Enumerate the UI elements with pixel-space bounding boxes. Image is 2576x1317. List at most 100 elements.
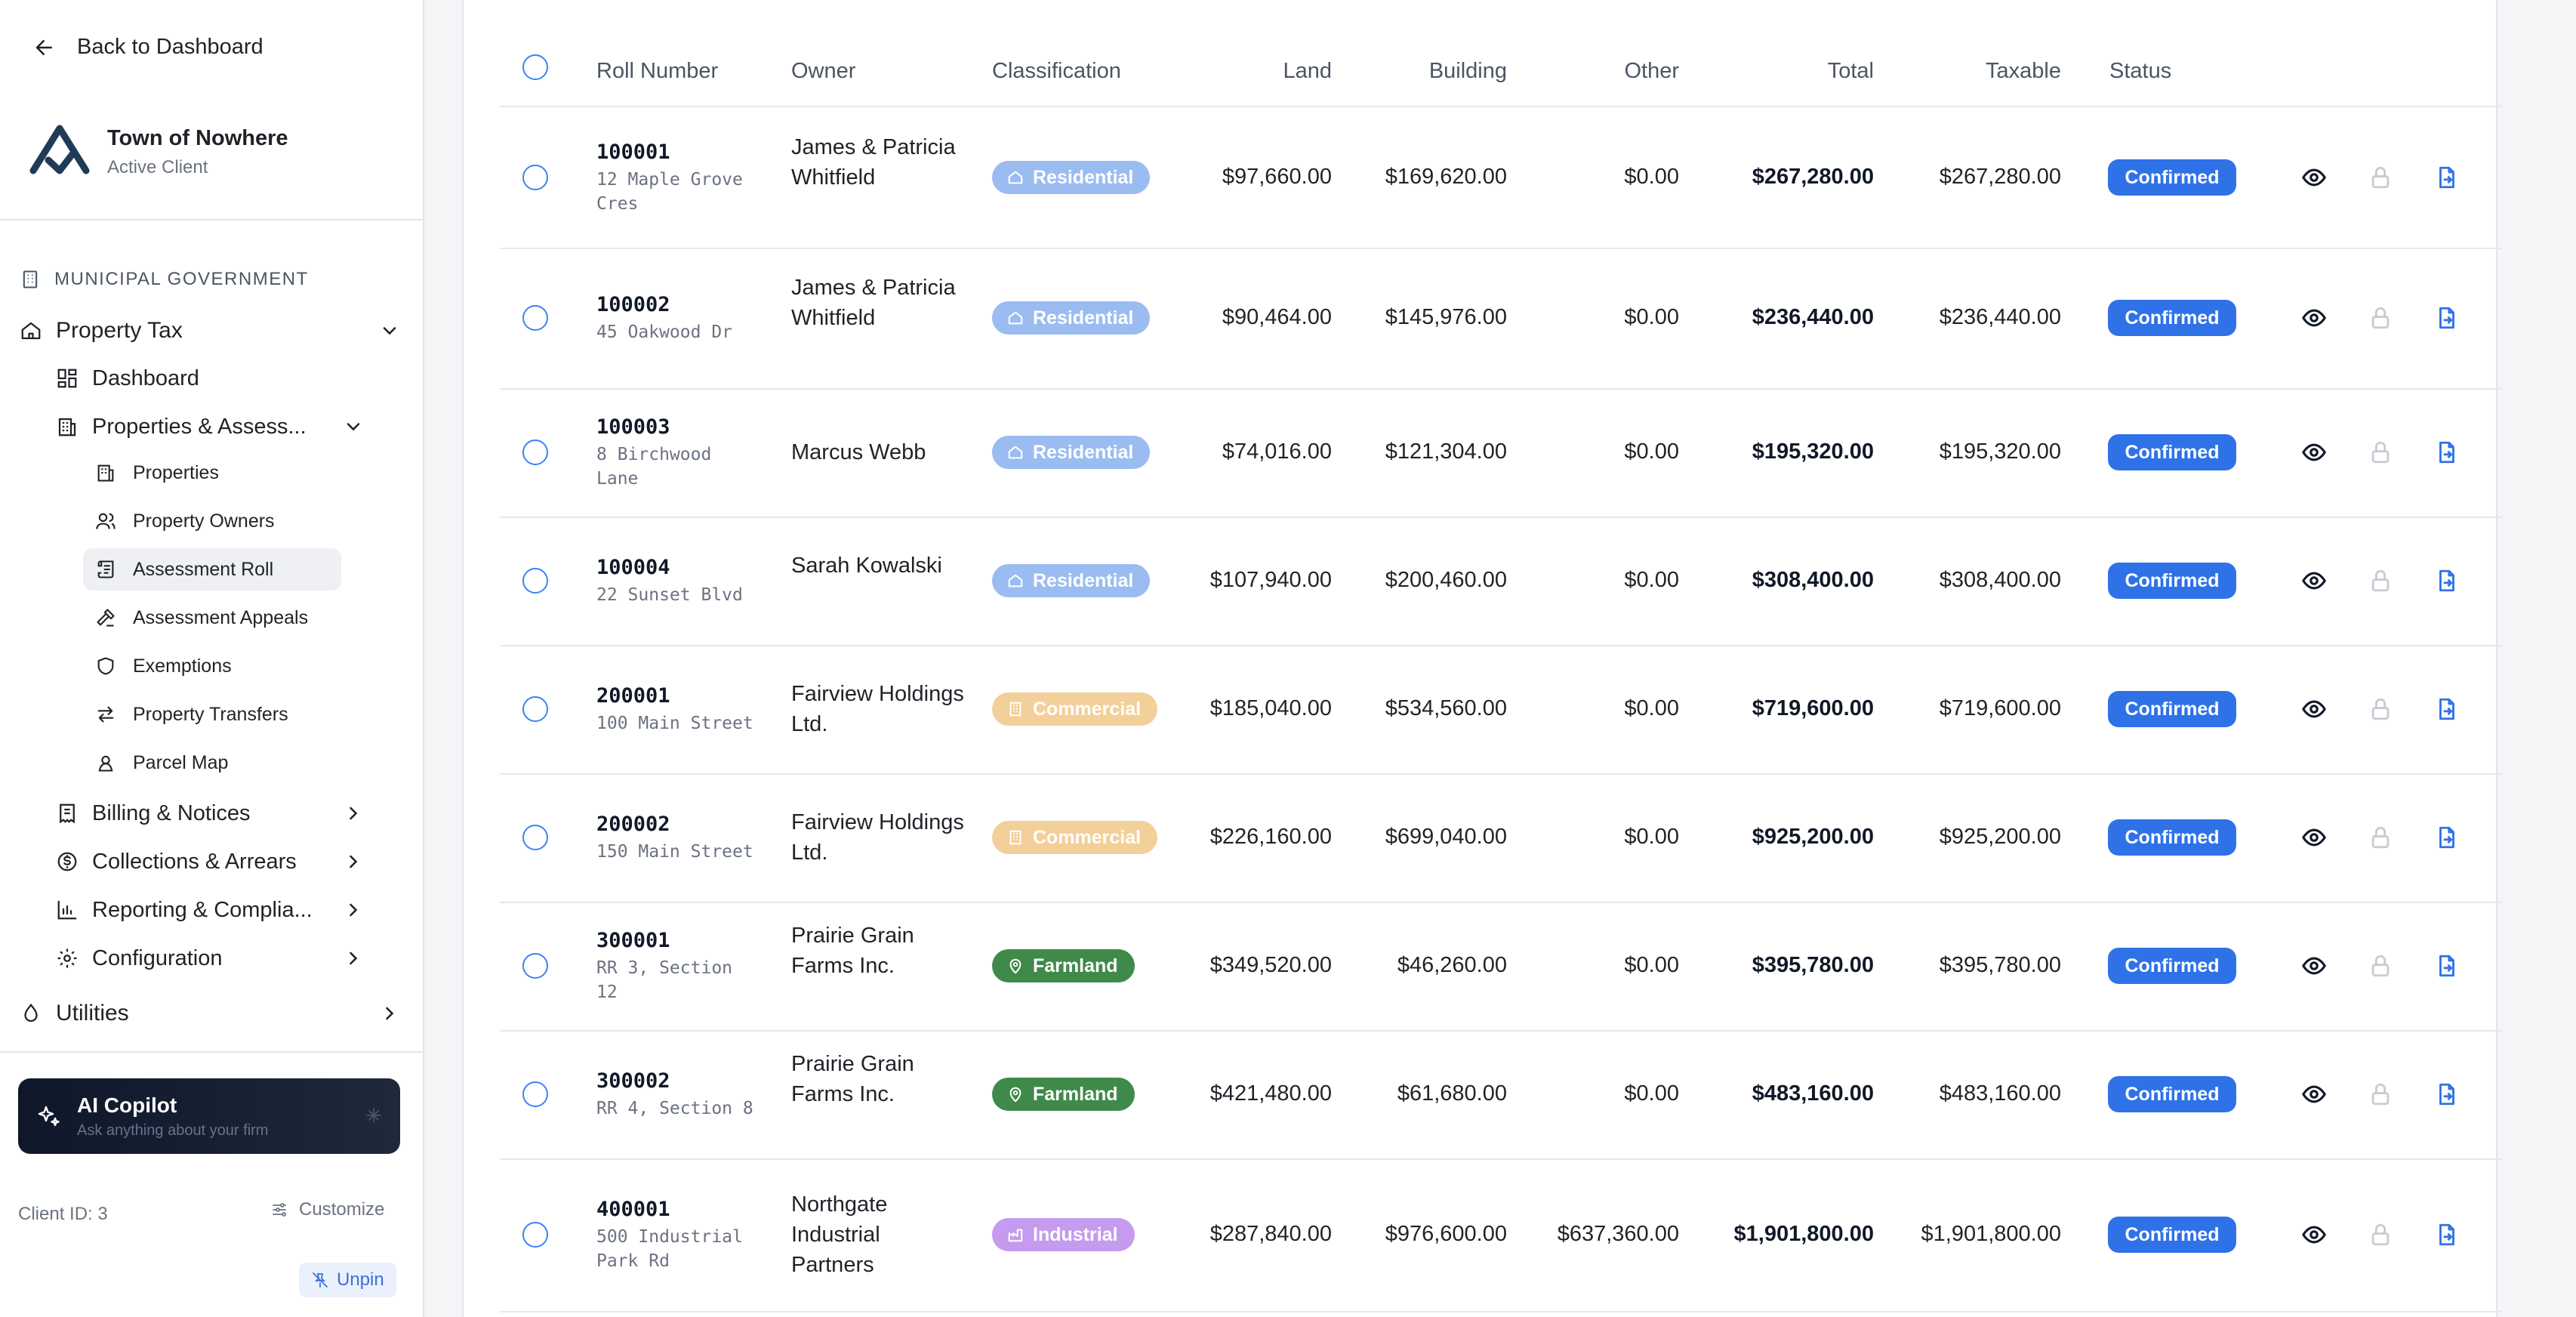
nav-collections-arrears[interactable]: Collections & Arrears [56,841,364,882]
building-value: $145,976.00 [1385,305,1507,329]
view-button[interactable] [2301,825,2327,850]
row-select-radio[interactable] [522,696,548,722]
nav-assessment-roll[interactable]: Assessment Roll [83,548,341,591]
col-status[interactable]: Status [2109,59,2172,83]
nav-parcel-map[interactable]: Parcel Map [83,742,341,784]
status-badge: Confirmed [2108,563,2236,599]
col-building[interactable]: Building [1428,59,1507,83]
lock-button[interactable] [2368,825,2393,850]
lock-button[interactable] [2368,165,2393,190]
row-select-radio[interactable] [522,1222,548,1248]
row-select-radio[interactable] [522,305,548,331]
col-other[interactable]: Other [1624,59,1679,83]
nav-billing-notices[interactable]: Billing & Notices [56,793,364,834]
row-divider [500,773,2502,775]
client-brand: Town of Nowhere Active Client [27,118,288,187]
lock-button[interactable] [2368,440,2393,465]
file-export-icon [2439,1223,2454,1246]
row-select-radio[interactable] [522,1081,548,1107]
view-button[interactable] [2301,1222,2327,1248]
col-owner[interactable]: Owner [791,59,856,83]
row-select-radio[interactable] [522,568,548,594]
lock-button[interactable] [2368,305,2393,331]
view-button[interactable] [2301,568,2327,594]
lock-button[interactable] [2368,696,2393,722]
view-button[interactable] [2301,696,2327,722]
export-button[interactable] [2434,568,2460,594]
col-land[interactable]: Land [1283,59,1332,83]
roll-number[interactable]: 400001 [596,1198,670,1221]
nav-properties[interactable]: Properties [83,452,341,494]
classification-badge: Residential [992,564,1151,597]
col-total[interactable]: Total [1827,59,1874,83]
other-value: $0.00 [1624,1081,1679,1106]
view-button[interactable] [2301,305,2327,331]
roll-number[interactable]: 100003 [596,415,670,439]
eye-icon [2302,700,2326,718]
building-value: $534,560.00 [1385,696,1507,720]
export-button[interactable] [2434,165,2460,190]
eye-icon [2302,443,2326,461]
col-classification[interactable]: Classification [992,59,1121,83]
dashboard-icon [57,369,77,388]
land-value: $90,464.00 [1222,305,1332,329]
classification-badge: Farmland [992,1078,1135,1111]
map-pin-icon [1009,958,1021,974]
select-all-radio[interactable] [522,54,548,80]
row-select-radio[interactable] [522,825,548,850]
export-button[interactable] [2434,1081,2460,1107]
nav-reporting-compliance[interactable]: Reporting & Complia... [56,890,364,930]
sliders-icon [273,1203,286,1217]
unpin-button[interactable]: Unpin [299,1263,396,1297]
roll-number[interactable]: 100001 [596,140,670,164]
roll-number[interactable]: 300001 [596,929,670,952]
roll-number[interactable]: 100004 [596,556,670,579]
nav-property-tax[interactable]: Property Tax [20,310,400,352]
file-export-icon [2439,569,2454,592]
roll-number[interactable]: 200002 [596,813,670,836]
row-select-radio[interactable] [522,953,548,979]
nav-utilities[interactable]: Utilities [20,992,400,1035]
lock-button[interactable] [2368,953,2393,979]
transfer-icon [97,706,114,723]
row-select-radio[interactable] [522,440,548,465]
roll-number[interactable]: 300002 [596,1069,670,1093]
nav-configuration[interactable]: Configuration [56,938,364,979]
export-button[interactable] [2434,825,2460,850]
total-value: $483,160.00 [1752,1081,1874,1106]
lock-button[interactable] [2368,568,2393,594]
ai-copilot-button[interactable]: AI Copilot Ask anything about your firm [18,1078,400,1154]
nav-property-transfers[interactable]: Property Transfers [83,693,341,736]
lock-button[interactable] [2368,1222,2393,1248]
export-button[interactable] [2434,440,2460,465]
roll-number[interactable]: 200001 [596,684,670,708]
eye-icon [2302,309,2326,327]
file-export-icon [2439,307,2454,329]
nav-properties-assessments[interactable]: Properties & Assess... [56,406,364,447]
row-select-radio[interactable] [522,165,548,190]
other-value: $0.00 [1624,696,1679,720]
view-button[interactable] [2301,1081,2327,1107]
view-button[interactable] [2301,165,2327,190]
lock-icon [2371,166,2390,189]
taxable-value: $1,901,800.00 [1921,1222,2061,1246]
nav-assessment-appeals[interactable]: Assessment Appeals [83,597,341,639]
lock-button[interactable] [2368,1081,2393,1107]
customize-button[interactable]: Customize [270,1199,384,1220]
nav-property-owners[interactable]: Property Owners [83,500,341,542]
nav-dashboard[interactable]: Dashboard [56,358,364,399]
nav-exemptions[interactable]: Exemptions [83,645,341,687]
col-roll-number[interactable]: Roll Number [596,59,719,83]
chevron-down-icon [347,423,360,431]
col-taxable[interactable]: Taxable [1986,59,2061,83]
roll-number[interactable]: 100002 [596,293,670,316]
export-button[interactable] [2434,696,2460,722]
back-to-dashboard-link[interactable]: Back to Dashboard [33,35,263,60]
row-divider [500,645,2502,646]
export-button[interactable] [2434,953,2460,979]
export-button[interactable] [2434,305,2460,331]
export-button[interactable] [2434,1222,2460,1248]
view-button[interactable] [2301,953,2327,979]
home-icon [21,322,41,340]
view-button[interactable] [2301,440,2327,465]
